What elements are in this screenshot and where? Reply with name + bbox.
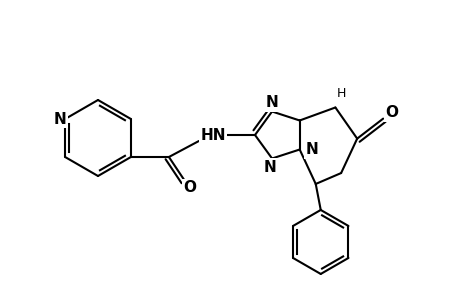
Text: O: O	[385, 105, 398, 120]
Text: N: N	[305, 142, 317, 157]
Text: HN: HN	[200, 128, 225, 142]
Text: N: N	[265, 95, 278, 110]
Text: H: H	[336, 87, 345, 100]
Text: N: N	[263, 160, 276, 175]
Text: N: N	[54, 112, 66, 127]
Text: O: O	[183, 181, 196, 196]
